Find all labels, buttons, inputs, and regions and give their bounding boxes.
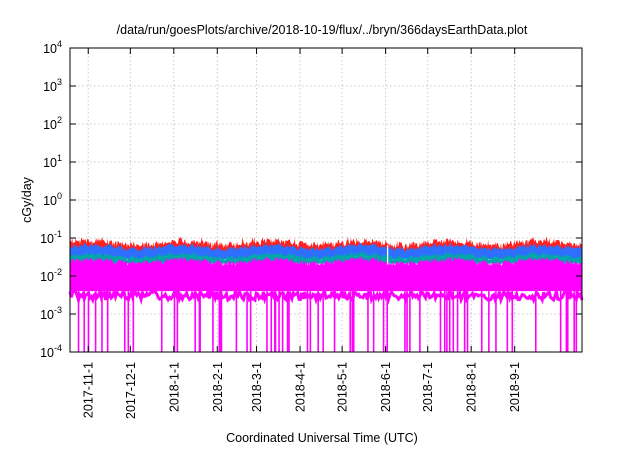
y-tick-label: 10-2	[40, 267, 62, 284]
y-tick-label: 103	[43, 77, 62, 94]
y-tick-mantissa: 10	[40, 308, 54, 322]
x-tick-label: 2018-9-1	[508, 362, 522, 412]
y-tick-label: 10-3	[40, 305, 62, 322]
grid-layer	[70, 48, 582, 352]
y-tick-label: 10-4	[40, 343, 62, 360]
y-tick-exponent: -4	[54, 343, 62, 353]
x-tick-label: 2018-4-1	[294, 362, 308, 412]
y-tick-exponent: -3	[54, 305, 62, 315]
y-tick-label: 102	[43, 115, 62, 132]
x-tick-label: 2018-1-1	[167, 362, 181, 412]
base-series-floor	[68, 285, 584, 306]
x-tick-label: 2018-2-1	[211, 362, 225, 412]
x-tick-label: 2017-11-1	[82, 362, 96, 418]
y-tick-mantissa: 10	[40, 232, 54, 246]
y-tick-mantissa: 10	[40, 346, 54, 360]
y-tick-mantissa: 10	[43, 80, 57, 94]
x-tick-label: 2017-12-1	[124, 362, 138, 419]
axis-layer: 10-410-310-210-11001011021031042017-11-1…	[40, 39, 582, 419]
x-tick-label: 2018-8-1	[465, 362, 479, 412]
x-tick-label: 2018-6-1	[379, 362, 393, 412]
x-tick-label: 2018-5-1	[336, 362, 350, 412]
x-tick-label: 2018-7-1	[421, 362, 435, 412]
y-tick-label: 101	[43, 153, 62, 170]
y-tick-mantissa: 10	[43, 156, 57, 170]
x-tick-label: 2018-3-1	[250, 362, 264, 412]
chart-title: /data/run/goesPlots/archive/2018-10-19/f…	[117, 23, 528, 37]
y-tick-mantissa: 10	[43, 42, 57, 56]
y-tick-exponent: 4	[57, 39, 62, 49]
y-tick-label: 100	[43, 191, 62, 208]
y-tick-label: 104	[43, 39, 62, 56]
y-axis-label: cGy/day	[20, 176, 34, 223]
y-tick-exponent: 0	[57, 191, 62, 201]
y-tick-exponent: -2	[54, 267, 62, 277]
y-tick-exponent: -1	[54, 229, 62, 239]
y-tick-exponent: 1	[57, 153, 62, 163]
y-tick-exponent: 3	[57, 77, 62, 87]
x-axis-label: Coordinated Universal Time (UTC)	[226, 431, 418, 445]
y-tick-mantissa: 10	[43, 118, 57, 132]
y-tick-label: 10-1	[40, 229, 62, 246]
y-tick-mantissa: 10	[40, 270, 54, 284]
data-layer	[68, 236, 584, 352]
y-tick-mantissa: 10	[43, 194, 57, 208]
base-series-trace	[70, 256, 582, 292]
y-tick-exponent: 2	[57, 115, 62, 125]
